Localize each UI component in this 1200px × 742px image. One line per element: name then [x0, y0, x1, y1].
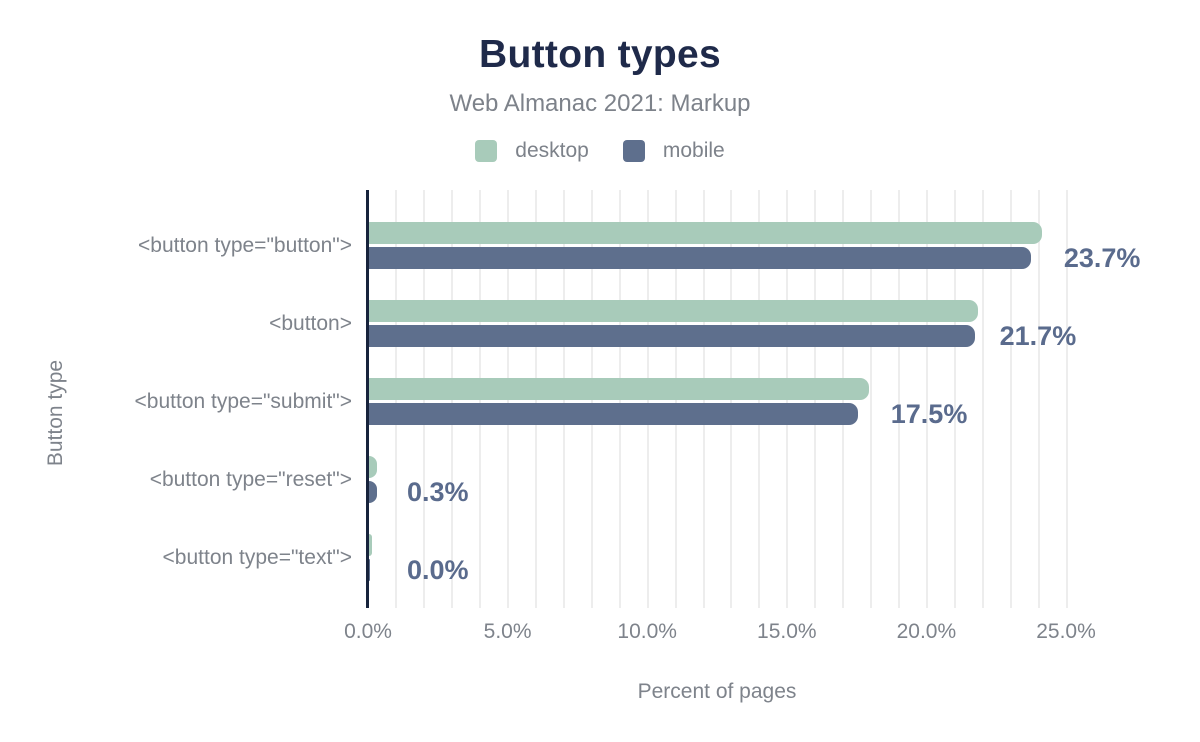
category-label: <button type="reset">: [149, 467, 352, 491]
x-tick-label: 25.0%: [1036, 620, 1096, 643]
gridline: [953, 190, 956, 608]
x-tick-label: 15.0%: [757, 620, 817, 643]
gridline: [925, 190, 928, 608]
bar-mobile-0: [369, 247, 1031, 269]
gridline: [1065, 190, 1068, 608]
bar-desktop-4: [369, 534, 372, 556]
category-label: <button type="submit">: [134, 389, 352, 413]
x-axis-title: Percent of pages: [637, 680, 797, 703]
gridline: [870, 190, 873, 608]
bar-mobile-2: [369, 403, 858, 425]
bar-desktop-0: [369, 222, 1042, 244]
legend-label-desktop: desktop: [515, 139, 589, 162]
category-label: <button type="text">: [162, 545, 352, 569]
gridline: [1037, 190, 1040, 608]
plot-area: 23.7% 21.7% 17.5% 0.3% 0.0%: [366, 190, 1169, 608]
value-label: 0.0%: [407, 555, 469, 585]
gridline: [1009, 190, 1012, 608]
gridline: [897, 190, 900, 608]
legend-label-mobile: mobile: [662, 139, 725, 162]
bar-desktop-1: [369, 300, 978, 322]
x-tick-label: 0.0%: [344, 620, 392, 643]
mobile-swatch-icon: [622, 140, 645, 162]
value-label: 0.3%: [407, 477, 469, 507]
category-label: <button>: [269, 311, 352, 335]
chart-subtitle: Web Almanac 2021: Markup: [449, 90, 751, 117]
bar-desktop-3: [369, 456, 378, 478]
bar-desktop-2: [369, 378, 869, 400]
value-label: 21.7%: [999, 321, 1077, 351]
legend: desktop mobile: [0, 139, 1200, 163]
bar-mobile-3: [369, 481, 378, 503]
legend-item-desktop: desktop: [475, 139, 589, 163]
category-label: <button type="button">: [138, 233, 352, 257]
x-tick-label: 10.0%: [617, 620, 677, 643]
desktop-swatch-icon: [475, 140, 498, 162]
value-label: 23.7%: [1063, 243, 1141, 273]
bar-mobile-1: [369, 325, 975, 347]
x-tick-label: 5.0%: [483, 620, 532, 643]
legend-item-mobile: mobile: [622, 139, 725, 163]
x-tick-label: 20.0%: [896, 620, 957, 643]
value-label: 17.5%: [890, 399, 968, 429]
bar-mobile-4: [369, 559, 370, 581]
gridline: [981, 190, 984, 608]
chart-title: Button types: [479, 33, 721, 76]
